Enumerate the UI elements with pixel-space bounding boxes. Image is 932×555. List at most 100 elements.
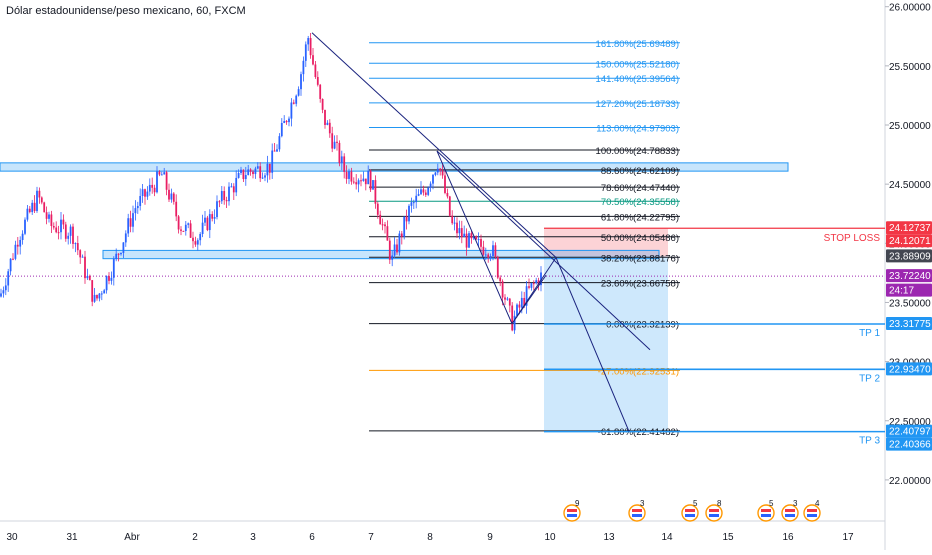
candle-body [206, 217, 209, 231]
candle-body [501, 281, 504, 298]
candle-body [429, 183, 432, 188]
candle-body [38, 190, 41, 198]
candle [448, 195, 451, 217]
abcd-pattern [436, 150, 630, 432]
candle-body [132, 213, 134, 227]
candle-body [369, 170, 372, 190]
candle [24, 217, 26, 236]
candle-body [280, 123, 283, 137]
candle-body [273, 150, 276, 152]
candle-body [535, 280, 538, 284]
candle [283, 115, 286, 124]
x-tick-label: 9 [487, 532, 493, 543]
event-marker: 5 [681, 499, 699, 522]
candle [86, 268, 89, 281]
candle [453, 216, 456, 231]
candle-body [400, 233, 403, 237]
candle-body [223, 191, 226, 201]
candle-body [434, 172, 437, 175]
candle-body [398, 233, 401, 253]
candle-body [9, 258, 12, 272]
candle [312, 48, 314, 66]
candle-body [252, 171, 254, 175]
candle-body [256, 166, 259, 169]
candle [415, 188, 418, 209]
candle [139, 188, 142, 211]
candle [477, 232, 480, 246]
candle-body [211, 214, 214, 219]
candle [345, 165, 348, 184]
candle-body [492, 245, 494, 257]
candle-body [2, 290, 5, 294]
candle [175, 194, 178, 222]
fib-level-label: 141.40%(25.39564) [596, 74, 679, 85]
candle-body [117, 253, 120, 255]
candle [43, 201, 46, 213]
candle-body [307, 38, 310, 45]
candle-body [184, 224, 187, 231]
candle [350, 167, 353, 185]
candle [122, 242, 125, 258]
candle-body [28, 208, 31, 213]
x-tick-label: 16 [782, 532, 794, 543]
candle-body [472, 236, 475, 239]
candle-body [4, 285, 7, 291]
trendline-upper [311, 32, 557, 258]
candle [163, 167, 166, 175]
candle [201, 214, 204, 238]
candle-body [386, 226, 389, 241]
price-tag: 23.31775 [886, 317, 932, 331]
candle-body [158, 171, 161, 175]
candle-body [300, 74, 302, 90]
candle [141, 183, 144, 203]
candle-body [309, 38, 312, 56]
candle-body [72, 226, 74, 244]
candle-body [165, 172, 168, 190]
candle [384, 221, 386, 234]
candle [369, 169, 372, 193]
event-count: 8 [717, 499, 722, 508]
flag-stripe [761, 509, 771, 512]
candle [232, 183, 235, 200]
candle-body [448, 196, 451, 216]
candle [151, 177, 154, 194]
candle [69, 224, 72, 244]
candle-body [172, 193, 175, 202]
candle-body [232, 186, 235, 193]
candle [422, 185, 425, 196]
price-tag-label: 22.40366 [889, 440, 931, 451]
candle [48, 211, 50, 223]
x-tick-label: 30 [6, 532, 18, 543]
candle-body [93, 294, 96, 302]
candle-body [115, 253, 118, 260]
candle-body [105, 276, 108, 291]
candle [254, 166, 257, 179]
candle [302, 56, 305, 82]
candle-body [523, 297, 526, 306]
candle-body [436, 168, 439, 173]
x-tick-label: 17 [842, 532, 854, 543]
candle-body [376, 203, 379, 215]
x-tick-label: 3 [250, 532, 256, 543]
candle [532, 280, 535, 291]
candle-body [247, 169, 250, 176]
candle [158, 170, 161, 177]
candle [33, 195, 36, 213]
candle [484, 247, 487, 261]
candle-body [348, 171, 350, 179]
x-tick-label: 2 [192, 532, 198, 543]
candle-body [177, 216, 180, 230]
fib-level-label: 161.80%(25.69489) [596, 39, 679, 50]
candle [108, 272, 110, 285]
candle [393, 237, 396, 258]
candle [115, 248, 118, 262]
y-tick-label: 22.50000 [889, 417, 931, 428]
candle [189, 220, 192, 239]
stop-loss-zone [544, 228, 668, 257]
price-tag-label: 22.93470 [889, 364, 931, 375]
candle [360, 174, 362, 187]
candle-body [319, 84, 322, 99]
pattern-leg [511, 274, 547, 325]
